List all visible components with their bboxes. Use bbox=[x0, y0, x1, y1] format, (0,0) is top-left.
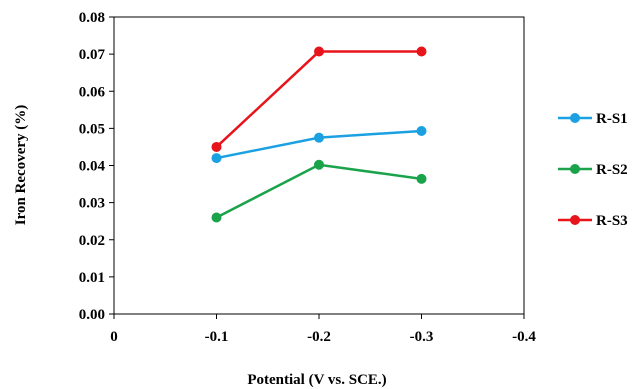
series-layer bbox=[211, 46, 427, 223]
x-axis-title: Potential (V vs. SCE.) bbox=[247, 372, 386, 388]
y-tick-label: 0.08 bbox=[79, 10, 105, 26]
data-point-r-s1 bbox=[211, 153, 222, 164]
y-tick-label: 0.03 bbox=[79, 196, 105, 212]
x-tick-label: -0.2 bbox=[307, 329, 331, 345]
data-point-r-s2 bbox=[314, 159, 324, 170]
y-axis-ticks: 0.00 0.01 0.02 0.03 0.04 0.05 0.06 0.07 0.08 bbox=[79, 10, 114, 323]
legend-marker-r-s1 bbox=[570, 113, 580, 123]
plot-area-frame bbox=[113, 16, 525, 315]
y-axis-title: Iron Recovery (%) bbox=[13, 105, 29, 226]
x-tick-label: 0 bbox=[110, 329, 118, 345]
x-tick-label: -0.3 bbox=[410, 329, 434, 345]
legend-marker-r-s2 bbox=[570, 164, 580, 174]
x-tick-label: -0.4 bbox=[512, 329, 536, 345]
data-point-r-s1 bbox=[416, 125, 427, 136]
y-tick-label: 0.02 bbox=[79, 233, 105, 249]
data-point-r-s2 bbox=[211, 212, 222, 223]
data-point-r-s3 bbox=[314, 46, 324, 57]
legend-label-r-s2: R-S2 bbox=[596, 162, 628, 178]
x-axis-ticks: 0 -0.1 -0.2 -0.3 -0.4 bbox=[110, 314, 536, 345]
y-tick-label: 0.05 bbox=[79, 121, 105, 137]
data-point-r-s3 bbox=[416, 46, 427, 57]
series-line-r-s2 bbox=[215, 163, 422, 219]
x-tick-label: -0.1 bbox=[205, 329, 229, 345]
data-point-r-s2 bbox=[416, 173, 427, 184]
y-tick-label: 0.01 bbox=[79, 270, 105, 286]
legend: R-S1 R-S2 R-S3 bbox=[558, 111, 628, 229]
data-point-r-s3 bbox=[211, 141, 222, 152]
legend-label-r-s3: R-S3 bbox=[596, 213, 628, 229]
y-tick-label: 0.07 bbox=[79, 47, 106, 63]
y-tick-label: 0.00 bbox=[79, 307, 105, 323]
y-tick-label: 0.04 bbox=[79, 159, 106, 175]
legend-marker-r-s3 bbox=[570, 215, 580, 225]
legend-label-r-s1: R-S1 bbox=[596, 111, 628, 127]
data-point-r-s1 bbox=[314, 132, 324, 143]
y-tick-label: 0.06 bbox=[79, 84, 106, 100]
